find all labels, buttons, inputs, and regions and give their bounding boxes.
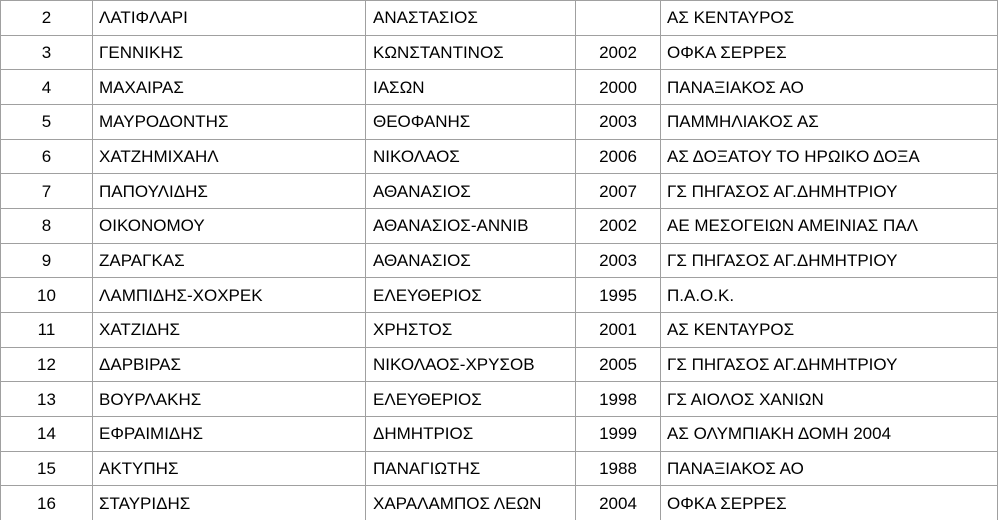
cell-surname: ΔΑΡΒΙΡΑΣ [93, 347, 366, 382]
cell-firstname: ΑΘΑΝΑΣΙΟΣ [366, 174, 576, 208]
cell-surname: ΛΑΤΙΦΛΑΡΙ [93, 1, 366, 35]
cell-number: 15 [1, 451, 93, 486]
cell-year: 2007 [576, 174, 661, 208]
cell-year: 2006 [576, 139, 661, 174]
cell-year: 1988 [576, 451, 661, 486]
table-row: 9 ΖΑΡΑΓΚΑΣ ΑΘΑΝΑΣΙΟΣ 2003 ΓΣ ΠΗΓΑΣΟΣ ΑΓ.ΔΗΜΗ… [1, 243, 998, 279]
cell-club: ΑΣ ΚΕΝΤΑΥΡΟΣ [661, 1, 998, 35]
cell-number: 6 [1, 139, 93, 174]
cell-firstname: ΕΛΕΥΘΕΡΙΟΣ [366, 382, 576, 416]
cell-club: ΟΦΚΑ ΣΕΡΡΕΣ [661, 486, 998, 520]
cell-number: 7 [1, 174, 93, 208]
cell-number: 4 [1, 70, 93, 104]
cell-surname: ΣΤΑΥΡΙΔΗΣ [93, 486, 366, 520]
cell-year: 2005 [576, 347, 661, 382]
table-row: 2 ΛΑΤΙΦΛΑΡΙ ΑΝΑΣΤΑΣΙΟΣ ΑΣ ΚΕΝΤΑΥΡΟΣ [1, 1, 998, 36]
table-row: 16 ΣΤΑΥΡΙΔΗΣ ΧΑΡΑΛΑΜΠΟΣ ΛΕΩΝ 2004 ΟΦΚΑ ΣΕΡΡΕ… [1, 486, 998, 520]
cell-year: 2002 [576, 35, 661, 70]
cell-firstname: ΠΑΝΑΓΙΩΤΗΣ [366, 451, 576, 486]
cell-surname: ΑΚΤΥΠΗΣ [93, 451, 366, 486]
cell-firstname: ΘΕΟΦΑΝΗΣ [366, 104, 576, 139]
cell-surname: ΜΑΥΡΟΔΟΝΤΗΣ [93, 104, 366, 139]
cell-number: 2 [1, 1, 93, 35]
cell-club: Π.Α.Ο.Κ. [661, 278, 998, 312]
cell-club: ΑΣ ΚΕΝΤΑΥΡΟΣ [661, 312, 998, 347]
cell-number: 5 [1, 104, 93, 139]
cell-year: 2001 [576, 312, 661, 347]
cell-number: 13 [1, 382, 93, 416]
cell-club: ΑΕ ΜΕΣΟΓΕΙΩΝ ΑΜΕΙΝΙΑΣ ΠΑΛ [661, 208, 998, 243]
cell-number: 3 [1, 35, 93, 70]
cell-year [576, 1, 661, 35]
cell-surname: ΜΑΧΑΙΡΑΣ [93, 70, 366, 104]
table-row: 11 ΧΑΤΖΙΔΗΣ ΧΡΗΣΤΟΣ 2001 ΑΣ ΚΕΝΤΑΥΡΟΣ [1, 312, 998, 348]
cell-firstname: ΑΘΑΝΑΣΙΟΣ [366, 243, 576, 278]
cell-surname: ΓΕΝΝΙΚΗΣ [93, 35, 366, 70]
cell-year: 1999 [576, 416, 661, 451]
table-row: 12 ΔΑΡΒΙΡΑΣ ΝΙΚΟΛΑΟΣ-ΧΡΥΣΟΒ 2005 ΓΣ ΠΗΓΑΣΟΣ … [1, 347, 998, 383]
cell-surname: ΠΑΠΟΥΛΙΔΗΣ [93, 174, 366, 208]
table-row: 8 ΟΙΚΟΝΟΜΟΥ ΑΘΑΝΑΣΙΟΣ-ΑΝΝΙΒ 2002 ΑΕ ΜΕΣΟΓΕΙΩ… [1, 208, 998, 244]
cell-club: ΓΣ ΠΗΓΑΣΟΣ ΑΓ.ΔΗΜΗΤΡΙΟΥ [661, 174, 998, 208]
table-row: 4 ΜΑΧΑΙΡΑΣ ΙΑΣΩΝ 2000 ΠΑΝΑΞΙΑΚΟΣ ΑΟ [1, 70, 998, 105]
cell-year: 2000 [576, 70, 661, 104]
cell-firstname: ΑΘΑΝΑΣΙΟΣ-ΑΝΝΙΒ [366, 208, 576, 243]
cell-club: ΠΑΜΜΗΛΙΑΚΟΣ ΑΣ [661, 104, 998, 139]
cell-year: 1995 [576, 278, 661, 312]
cell-firstname: ΝΙΚΟΛΑΟΣ-ΧΡΥΣΟΒ [366, 347, 576, 382]
cell-club: ΑΣ ΟΛΥΜΠΙΑΚΗ ΔΟΜΗ 2004 [661, 416, 998, 451]
cell-surname: ΖΑΡΑΓΚΑΣ [93, 243, 366, 278]
cell-number: 16 [1, 486, 93, 520]
cell-firstname: ΧΑΡΑΛΑΜΠΟΣ ΛΕΩΝ [366, 486, 576, 520]
cell-surname: ΕΦΡΑΙΜΙΔΗΣ [93, 416, 366, 451]
table-row: 13 ΒΟΥΡΛΑΚΗΣ ΕΛΕΥΘΕΡΙΟΣ 1998 ΓΣ ΑΙΟΛΟΣ ΧΑΝΙΩ… [1, 382, 998, 417]
cell-club: ΠΑΝΑΞΙΑΚΟΣ ΑΟ [661, 70, 998, 104]
cell-number: 10 [1, 278, 93, 312]
table-row: 15 ΑΚΤΥΠΗΣ ΠΑΝΑΓΙΩΤΗΣ 1988 ΠΑΝΑΞΙΑΚΟΣ ΑΟ [1, 451, 998, 487]
cell-surname: ΧΑΤΖΙΔΗΣ [93, 312, 366, 347]
cell-number: 8 [1, 208, 93, 243]
cell-year: 2004 [576, 486, 661, 520]
cell-firstname: ΝΙΚΟΛΑΟΣ [366, 139, 576, 174]
cell-surname: ΧΑΤΖΗΜΙΧΑΗΛ [93, 139, 366, 174]
cell-club: ΓΣ ΠΗΓΑΣΟΣ ΑΓ.ΔΗΜΗΤΡΙΟΥ [661, 243, 998, 278]
table-row: 7 ΠΑΠΟΥΛΙΔΗΣ ΑΘΑΝΑΣΙΟΣ 2007 ΓΣ ΠΗΓΑΣΟΣ ΑΓ.ΔΗ… [1, 174, 998, 209]
table-row: 5 ΜΑΥΡΟΔΟΝΤΗΣ ΘΕΟΦΑΝΗΣ 2003 ΠΑΜΜΗΛΙΑΚΟΣ ΑΣ [1, 104, 998, 140]
cell-number: 9 [1, 243, 93, 278]
cell-year: 1998 [576, 382, 661, 416]
cell-club: ΓΣ ΠΗΓΑΣΟΣ ΑΓ.ΔΗΜΗΤΡΙΟΥ [661, 347, 998, 382]
cell-surname: ΟΙΚΟΝΟΜΟΥ [93, 208, 366, 243]
table-row: 6 ΧΑΤΖΗΜΙΧΑΗΛ ΝΙΚΟΛΑΟΣ 2006 ΑΣ ΔΟΞΑΤΟΥ ΤΟ ΗΡ… [1, 139, 998, 175]
cell-club: ΓΣ ΑΙΟΛΟΣ ΧΑΝΙΩΝ [661, 382, 998, 416]
cell-year: 2002 [576, 208, 661, 243]
table-row: 3 ΓΕΝΝΙΚΗΣ ΚΩΝΣΤΑΝΤΙΝΟΣ 2002 ΟΦΚΑ ΣΕΡΡΕΣ [1, 35, 998, 71]
cell-club: ΑΣ ΔΟΞΑΤΟΥ ΤΟ ΗΡΩΙΚΟ ΔΟΞΑ [661, 139, 998, 174]
cell-club: ΟΦΚΑ ΣΕΡΡΕΣ [661, 35, 998, 70]
cell-number: 12 [1, 347, 93, 382]
cell-firstname: ΧΡΗΣΤΟΣ [366, 312, 576, 347]
cell-surname: ΛΑΜΠΙΔΗΣ-ΧΟΧΡΕΚ [93, 278, 366, 312]
cell-firstname: ΑΝΑΣΤΑΣΙΟΣ [366, 1, 576, 35]
cell-firstname: ΔΗΜΗΤΡΙΟΣ [366, 416, 576, 451]
cell-year: 2003 [576, 104, 661, 139]
cell-number: 14 [1, 416, 93, 451]
cell-year: 2003 [576, 243, 661, 278]
cell-number: 11 [1, 312, 93, 347]
cell-firstname: ΙΑΣΩΝ [366, 70, 576, 104]
cell-firstname: ΚΩΝΣΤΑΝΤΙΝΟΣ [366, 35, 576, 70]
table-row: 14 ΕΦΡΑΙΜΙΔΗΣ ΔΗΜΗΤΡΙΟΣ 1999 ΑΣ ΟΛΥΜΠΙΑΚΗ ΔΟ… [1, 416, 998, 452]
cell-firstname: ΕΛΕΥΘΕΡΙΟΣ [366, 278, 576, 312]
cell-surname: ΒΟΥΡΛΑΚΗΣ [93, 382, 366, 416]
cell-club: ΠΑΝΑΞΙΑΚΟΣ ΑΟ [661, 451, 998, 486]
table-row: 10 ΛΑΜΠΙΔΗΣ-ΧΟΧΡΕΚ ΕΛΕΥΘΕΡΙΟΣ 1995 Π.Α.Ο.Κ. [1, 278, 998, 313]
